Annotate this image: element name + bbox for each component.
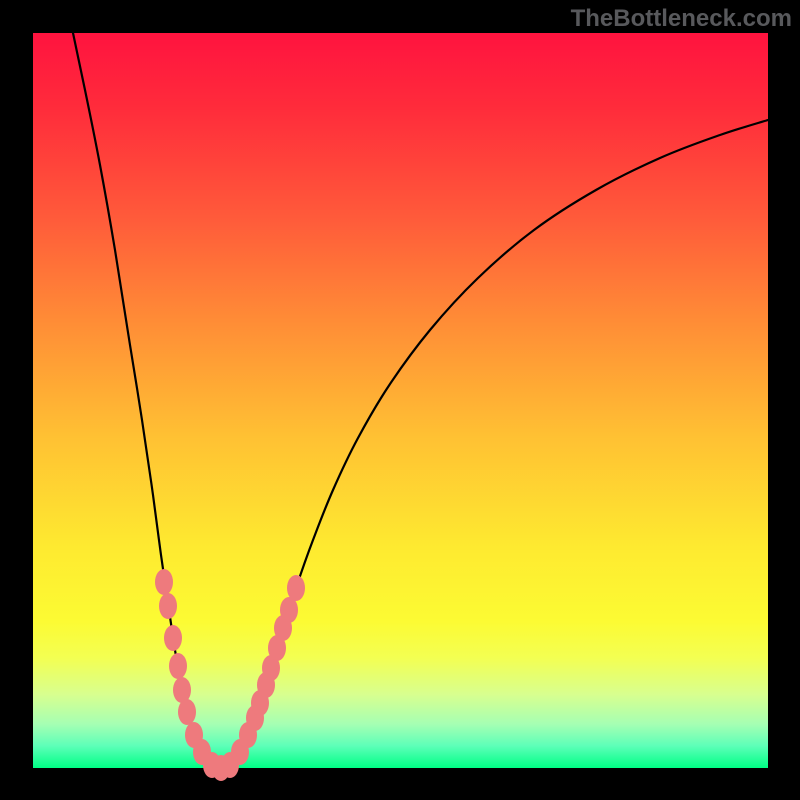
watermark-text: TheBottleneck.com: [571, 5, 792, 33]
marker-left: [164, 625, 182, 651]
marker-right: [287, 575, 305, 601]
marker-left: [155, 569, 173, 595]
curve-layer: [0, 0, 800, 800]
marker-left: [173, 677, 191, 703]
marker-left: [178, 699, 196, 725]
marker-left: [159, 593, 177, 619]
marker-left: [169, 653, 187, 679]
left-curve: [73, 33, 220, 768]
chart-container: TheBottleneck.com: [0, 0, 800, 800]
right-curve: [220, 120, 768, 768]
